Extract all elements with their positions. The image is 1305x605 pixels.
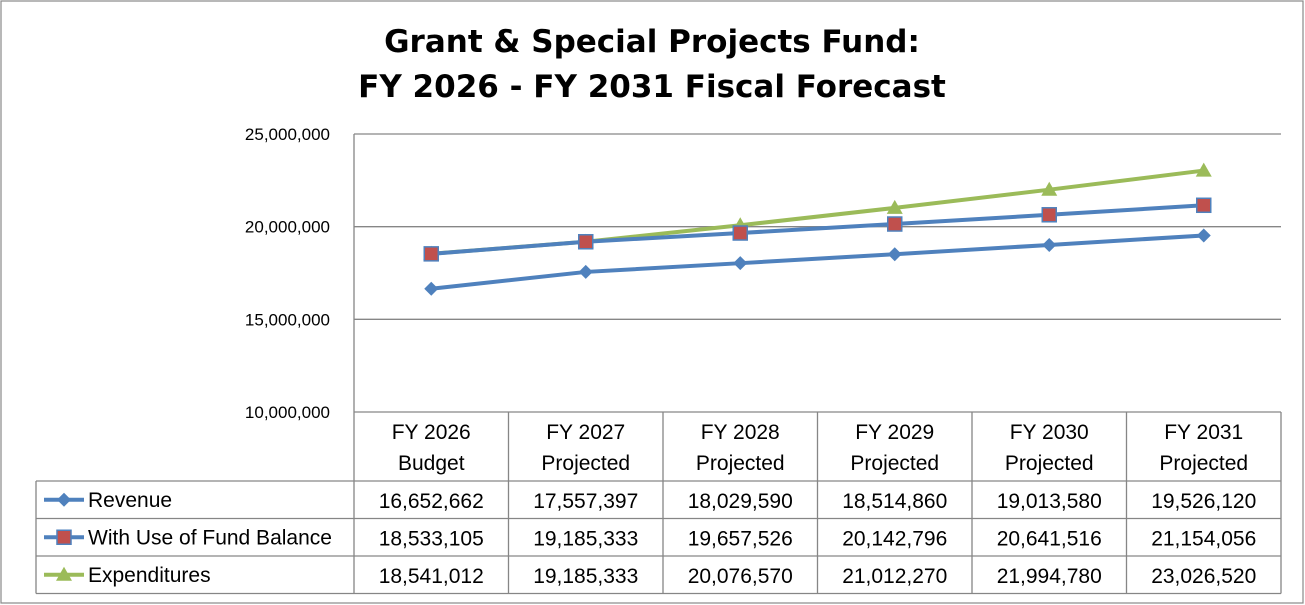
y-tick-label: 10,000,000 <box>245 403 330 422</box>
data-point <box>424 281 439 296</box>
table-cell-value: 20,076,570 <box>688 565 793 588</box>
table-cell-value: 20,641,516 <box>997 527 1102 550</box>
category-label: FY 2031 <box>1164 421 1243 444</box>
table-cell-value: 18,514,860 <box>842 490 947 513</box>
data-table: FY 2026 Budget FY 2027 Projected FY 2028 Proj… <box>35 412 1282 595</box>
data-point <box>887 216 903 232</box>
category-label: FY 2029 <box>855 421 934 444</box>
y-axis-tick-labels: 10,000,000 15,000,000 20,000,000 25,000,000 <box>245 125 330 422</box>
table-cell-value: 19,185,333 <box>533 565 638 588</box>
data-point <box>56 566 72 581</box>
series-group <box>423 162 1212 296</box>
data-point <box>423 246 439 262</box>
legend-label: Expenditures <box>88 564 211 587</box>
category-label: FY 2026 <box>392 421 471 444</box>
table-cell-value: 20,142,796 <box>842 527 947 550</box>
data-point <box>1042 237 1057 252</box>
data-point <box>732 225 748 241</box>
data-point <box>887 247 902 262</box>
series-line <box>431 233 1204 291</box>
table-cell-value: 17,557,397 <box>533 490 638 513</box>
table-cell-value: 18,541,012 <box>379 565 484 588</box>
category-label: Projected <box>1005 452 1094 475</box>
data-point <box>56 529 72 545</box>
data-point <box>733 256 748 271</box>
legend-label: With Use of Fund Balance <box>88 526 332 549</box>
category-label: FY 2030 <box>1010 421 1089 444</box>
data-point <box>1041 207 1057 223</box>
data-point <box>886 199 903 214</box>
y-tick-label: 25,000,000 <box>245 125 330 144</box>
category-label: FY 2028 <box>701 421 780 444</box>
category-label: Projected <box>541 452 630 475</box>
category-label: Projected <box>1159 452 1248 475</box>
category-label: Projected <box>696 452 785 475</box>
chart-title-line-2: FY 2026 - FY 2031 Fiscal Forecast <box>358 69 946 105</box>
data-point <box>578 234 594 250</box>
table-cell-value: 21,154,056 <box>1151 527 1256 550</box>
category-label: FY 2027 <box>546 421 625 444</box>
table-cell-value: 19,657,526 <box>688 527 793 550</box>
table-cell-value: 18,533,105 <box>379 527 484 550</box>
data-point <box>1195 162 1212 177</box>
table-cell-value: 19,013,580 <box>997 490 1102 513</box>
table-cell-value: 16,652,662 <box>379 490 484 513</box>
series-line <box>431 203 1204 256</box>
y-tick-label: 20,000,000 <box>245 218 330 237</box>
data-point <box>1196 197 1212 214</box>
data-point <box>1041 181 1058 196</box>
legend-label: Revenue <box>88 489 172 512</box>
table-cell-value: 23,026,520 <box>1151 565 1256 588</box>
category-label: Projected <box>850 452 939 475</box>
table-cell-value: 21,994,780 <box>997 565 1102 588</box>
category-label: Budget <box>398 452 465 475</box>
table-cell-value: 21,012,270 <box>842 565 947 588</box>
y-tick-label: 15,000,000 <box>245 310 330 329</box>
table-cell-value: 19,526,120 <box>1151 490 1256 513</box>
data-point <box>1196 228 1211 243</box>
data-point <box>578 264 593 279</box>
table-cell-value: 18,029,590 <box>688 490 793 513</box>
data-point <box>57 492 71 507</box>
chart-title-line-1: Grant & Special Projects Fund: <box>384 24 920 60</box>
table-cell-value: 19,185,333 <box>533 527 638 550</box>
